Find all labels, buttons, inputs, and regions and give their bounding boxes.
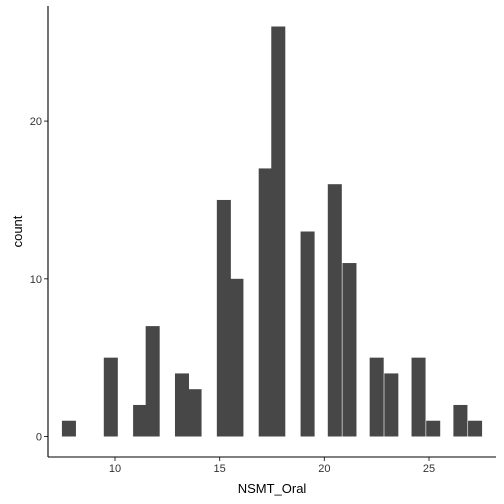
histogram-bar: [133, 404, 148, 437]
histogram-bar: [468, 420, 483, 437]
y-tick-label: 10: [30, 274, 42, 286]
histogram-bar: [187, 389, 202, 437]
x-axis-ticks: 10 15 20 25: [109, 457, 435, 475]
histogram-bar: [384, 373, 399, 437]
y-axis-title: count: [10, 215, 25, 247]
histogram-bar: [145, 326, 160, 437]
x-tick-label: 15: [214, 463, 226, 475]
histogram-bar: [426, 420, 441, 437]
histogram-bar: [369, 357, 384, 437]
y-tick-label: 0: [36, 432, 42, 444]
histogram-bar: [300, 231, 315, 437]
x-tick-label: 20: [318, 463, 330, 475]
x-tick-label: 25: [423, 463, 435, 475]
histogram-bar: [342, 263, 357, 437]
y-axis-ticks: 0 10 20: [30, 116, 48, 444]
histogram-bar: [453, 404, 468, 437]
histogram-bar: [258, 168, 273, 437]
histogram-bar: [229, 278, 244, 437]
x-tick-label: 10: [109, 463, 121, 475]
histogram-bar: [327, 184, 342, 437]
bars-group: [61, 26, 483, 437]
x-axis-title: NSMT_Oral: [238, 481, 307, 496]
histogram-bar: [174, 373, 189, 437]
histogram-bar: [271, 26, 286, 437]
histogram-bar: [103, 357, 118, 437]
histogram-bar: [411, 357, 426, 437]
histogram-bar: [216, 199, 231, 437]
y-tick-label: 20: [30, 116, 42, 128]
histogram-bar: [61, 420, 76, 437]
